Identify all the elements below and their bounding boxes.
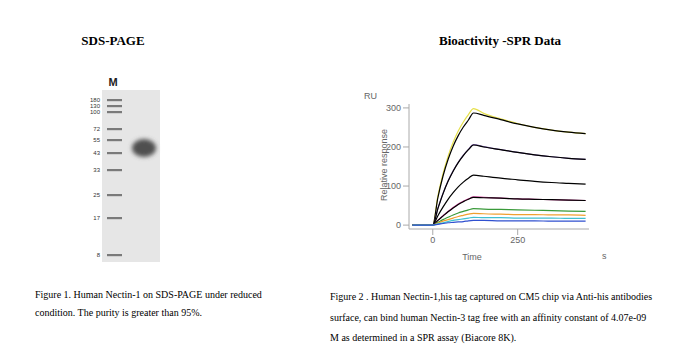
svg-text:M: M bbox=[108, 76, 117, 88]
svg-text:100: 100 bbox=[90, 109, 101, 115]
html-text:SDS-PAGE: SDS-PAGE bbox=[81, 33, 145, 48]
svg-text:250: 250 bbox=[510, 235, 525, 245]
html-text:Time: Time bbox=[462, 252, 482, 262]
svg-text:200: 200 bbox=[386, 142, 401, 153]
svg-text:130: 130 bbox=[90, 103, 100, 109]
svg-text:Relative response: Relative response bbox=[379, 129, 389, 201]
svg-text:180: 180 bbox=[90, 97, 100, 103]
svg-text:17: 17 bbox=[93, 215, 100, 221]
svg-text:25: 25 bbox=[93, 192, 100, 198]
html-text:Figure 2 . Human Nectin-1,his: Figure 2 . Human Nectin-1,his tag captur… bbox=[330, 291, 653, 343]
svg-text:55: 55 bbox=[93, 137, 100, 143]
svg-text:0: 0 bbox=[396, 220, 401, 230]
svg-text:72: 72 bbox=[93, 126, 100, 132]
html-text:Bioactivity -SPR Data: Bioactivity -SPR Data bbox=[439, 33, 561, 48]
svg-text:33: 33 bbox=[93, 167, 100, 173]
svg-text:43: 43 bbox=[93, 150, 100, 156]
html-text:RU: RU bbox=[364, 91, 377, 101]
html-text:Figure 1. Human Nectin-1 on SD: Figure 1. Human Nectin-1 on SDS-PAGE und… bbox=[35, 289, 262, 318]
svg-text:100: 100 bbox=[386, 181, 401, 192]
html-text:s: s bbox=[602, 251, 607, 261]
svg-text:8: 8 bbox=[97, 252, 101, 258]
svg-text:300: 300 bbox=[386, 103, 401, 113]
svg-text:0: 0 bbox=[430, 235, 435, 245]
